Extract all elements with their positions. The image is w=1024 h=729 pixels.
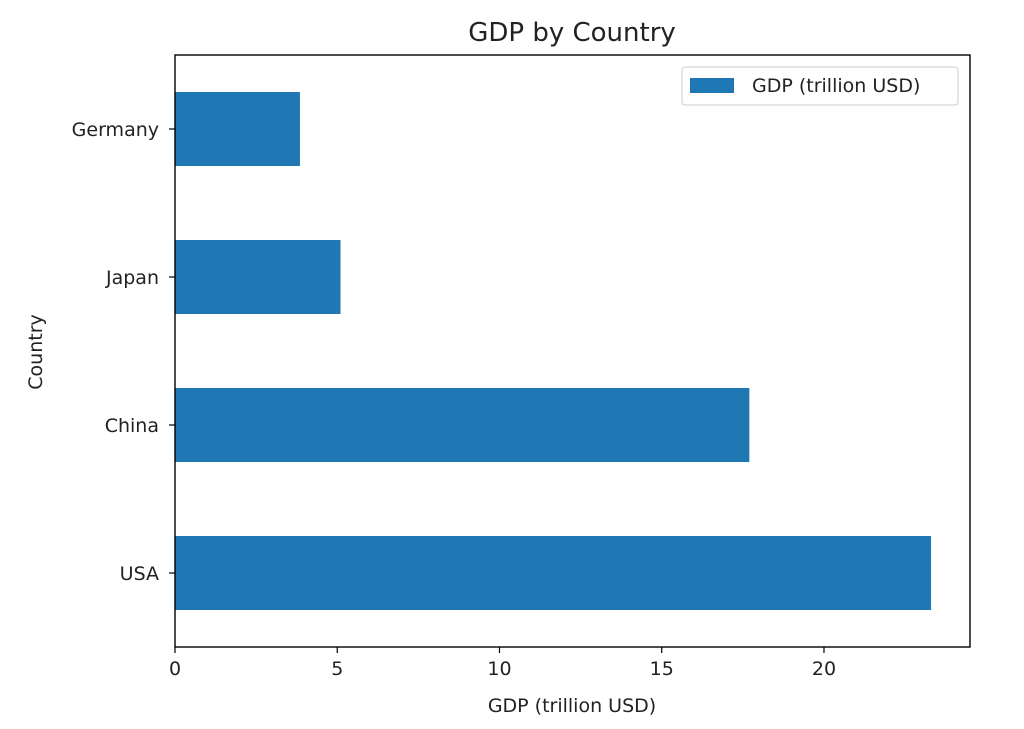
x-tick-label: 5 [331,658,343,680]
legend-swatch [690,78,734,93]
y-axis-label: Country [25,314,47,389]
axis-ticks: USA China Japan Germany 0 5 10 15 20 [72,119,836,680]
bar-germany [175,92,300,166]
plot-area-frame [174,54,971,648]
x-tick-label: 10 [487,658,511,680]
y-tick-label: Germany [72,119,159,141]
y-tick-label: China [105,415,159,437]
y-tick-label: USA [120,563,159,585]
bar-japan [175,240,341,314]
x-tick-label: 20 [812,658,836,680]
bar-china [175,388,750,462]
legend: GDP (trillion USD) [681,66,959,106]
bar-usa [175,536,932,610]
chart-title: GDP by Country [468,18,676,48]
x-tick-label: 0 [169,658,181,680]
x-axis-label: GDP (trillion USD) [488,695,656,717]
x-tick-label: 15 [650,658,674,680]
bars-layer [175,92,932,610]
legend-label: GDP (trillion USD) [752,75,920,97]
y-tick-label: Japan [105,267,159,289]
legend-box [681,66,959,106]
